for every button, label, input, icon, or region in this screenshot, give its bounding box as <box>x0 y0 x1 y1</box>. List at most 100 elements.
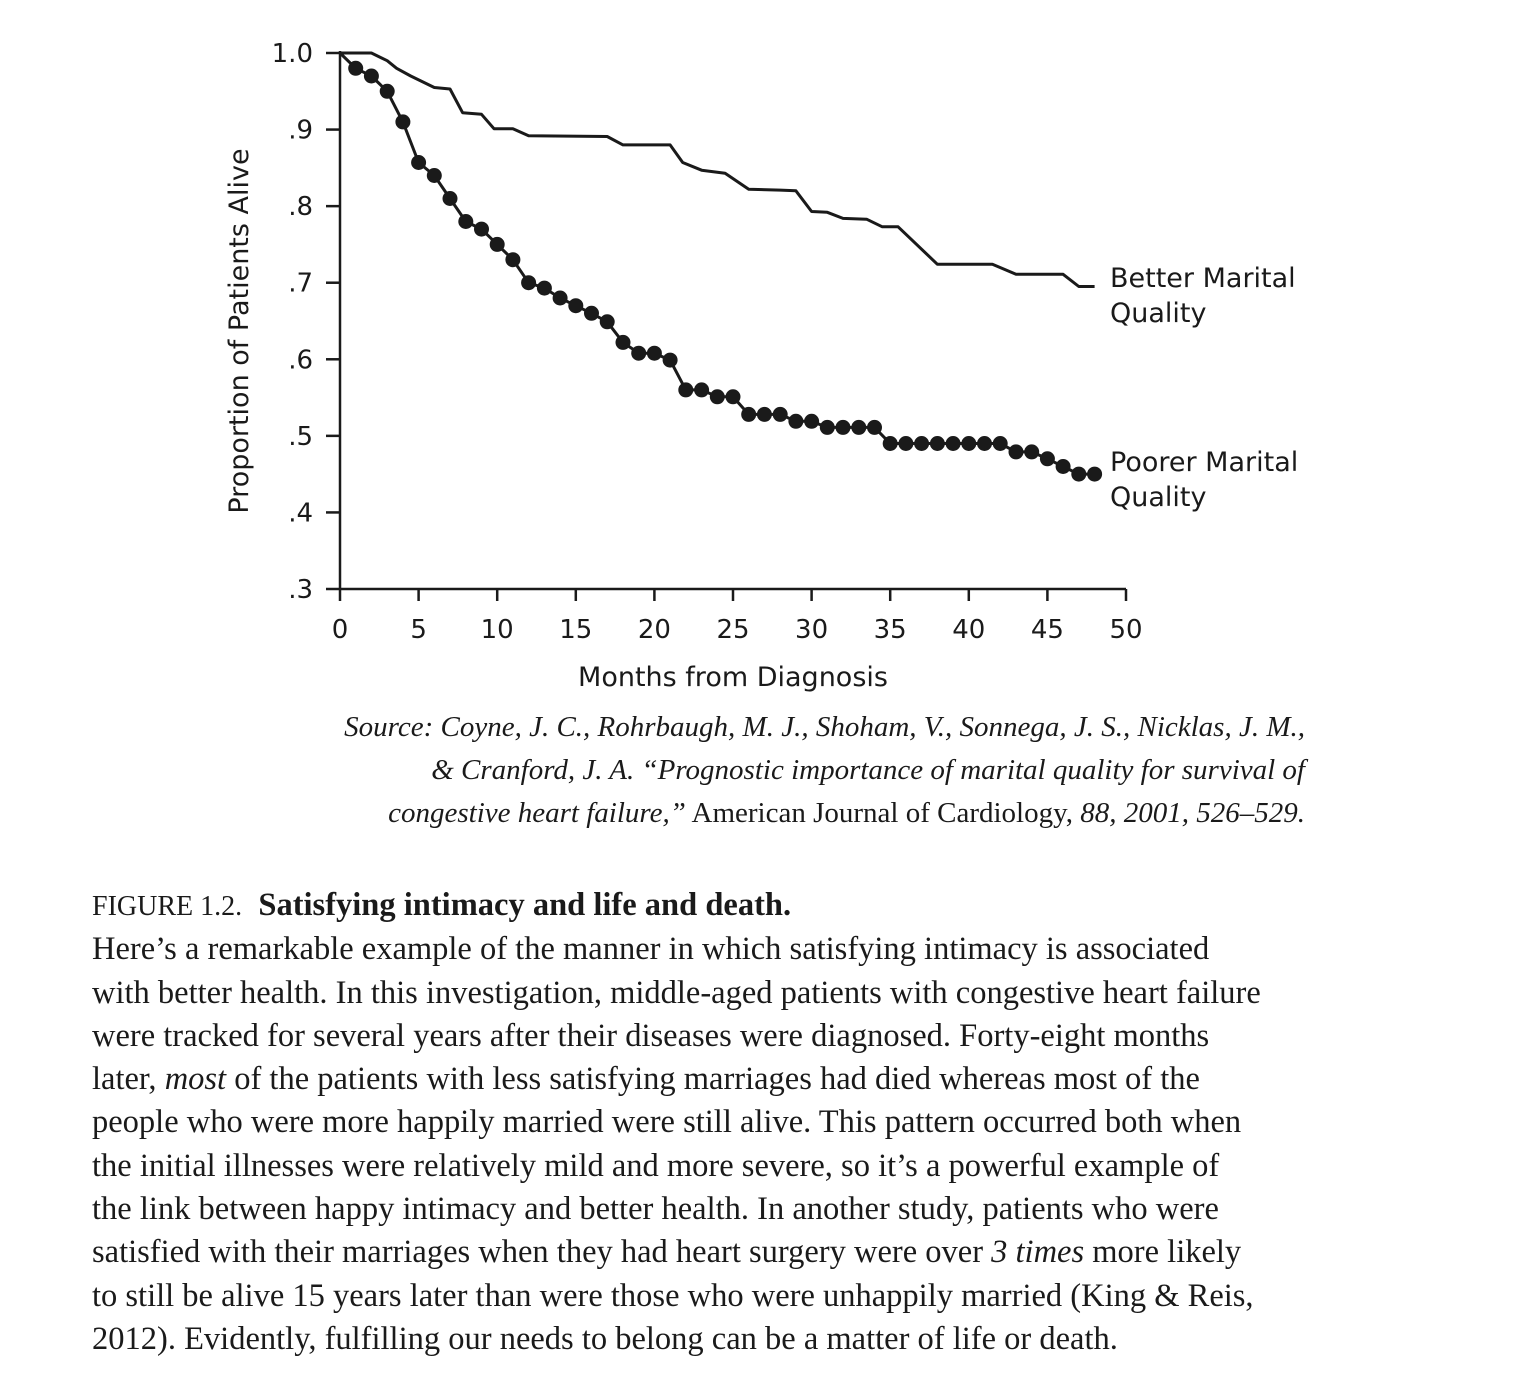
figure-title: Satisfying intimacy and life and death. <box>258 887 792 923</box>
data-point-poorer <box>1008 444 1024 460</box>
data-point-poorer <box>536 280 552 296</box>
x-tick-label: 0 <box>332 615 349 645</box>
series-label-poorer: Quality <box>1110 482 1206 513</box>
data-point-poorer <box>772 406 788 422</box>
x-tick-label: 45 <box>1031 615 1064 645</box>
data-point-poorer <box>867 419 882 435</box>
data-point-poorer <box>646 345 662 361</box>
source-article-title-end: congestive heart failure,” <box>388 797 686 829</box>
x-tick-label: 25 <box>716 615 749 645</box>
x-tick-label: 30 <box>795 615 828 645</box>
data-point-poorer <box>804 413 820 429</box>
data-point-poorer <box>505 252 521 268</box>
data-point-poorer <box>662 352 678 368</box>
data-point-poorer <box>489 236 505 252</box>
source-journal: American Journal of Cardiology, <box>685 797 1081 829</box>
y-tick-label: .8 <box>288 192 313 222</box>
caption-line: people who were more happily married wer… <box>92 1104 1242 1141</box>
data-point-poorer <box>584 305 599 321</box>
x-tick-label: 35 <box>874 615 907 645</box>
data-point-poorer <box>914 436 930 451</box>
x-axis-title: Months from Diagnosis <box>578 662 888 693</box>
y-axis-title: Proportion of Patients Alive <box>224 148 255 513</box>
data-point-poorer <box>1071 466 1087 482</box>
x-tick-label: 15 <box>559 615 592 645</box>
figure-caption: FIGURE 1.2. Satisfying intimacy and life… <box>92 884 1482 1361</box>
x-tick-label: 5 <box>410 615 427 645</box>
data-point-poorer <box>379 83 395 99</box>
caption-text: more likely <box>1084 1234 1242 1271</box>
series-line-better <box>340 51 1095 288</box>
data-point-poorer <box>631 345 647 361</box>
data-point-poorer <box>725 389 741 405</box>
y-tick-label: .7 <box>288 269 313 299</box>
data-point-poorer <box>961 436 977 451</box>
data-point-poorer <box>819 419 835 435</box>
caption-line: the initial illnesses were relatively mi… <box>92 1147 1220 1184</box>
caption-emphasis: most <box>164 1061 227 1098</box>
data-point-poorer <box>882 436 898 451</box>
data-point-poorer <box>474 221 489 237</box>
series-label-better: Better Marital <box>1110 263 1296 294</box>
data-point-poorer <box>599 314 615 330</box>
chart-series <box>338 51 1103 482</box>
y-tick-label: .5 <box>288 422 313 452</box>
data-point-poorer <box>898 436 914 451</box>
data-point-poorer <box>1087 466 1103 482</box>
data-point-poorer <box>348 60 364 76</box>
data-point-poorer <box>395 114 411 130</box>
data-point-poorer <box>694 382 710 398</box>
data-point-poorer <box>851 419 867 435</box>
data-point-poorer <box>568 298 584 314</box>
data-point-poorer <box>709 389 725 405</box>
x-tick-label: 50 <box>1109 615 1142 645</box>
data-point-poorer <box>363 68 379 84</box>
survival-chart: 0 5 10 15 20 25 30 35 40 45 50 .3 .4 .5 .6 .7 .8 .9 1.0 Mon… <box>224 39 1298 693</box>
y-tick-label: .6 <box>288 345 313 375</box>
caption-text: satisfied with their marriages when they… <box>92 1234 992 1271</box>
caption-heading: FIGURE 1.2. Satisfying intimacy and life… <box>92 884 1482 928</box>
caption-line: with better health. In this investigatio… <box>92 974 1261 1011</box>
data-point-poorer <box>741 406 757 422</box>
figure-source: Source: Coyne, J. C., Rohrbaugh, M. J., … <box>200 706 1305 835</box>
data-point-poorer <box>788 413 804 429</box>
data-point-poorer <box>552 290 568 306</box>
caption-line: satisfied with their marriages when they… <box>92 1231 1482 1274</box>
data-point-poorer <box>977 436 992 451</box>
data-point-poorer <box>1055 459 1071 474</box>
caption-line: 2012). Evidently, fulfilling our needs t… <box>92 1320 1118 1357</box>
data-point-poorer <box>615 334 631 350</box>
source-line-1: Source: Coyne, J. C., Rohrbaugh, M. J., … <box>344 711 1305 743</box>
caption-line: the link between happy intimacy and bett… <box>92 1191 1219 1228</box>
data-point-poorer <box>756 406 772 422</box>
caption-emphasis: 3 times <box>991 1234 1085 1271</box>
data-point-poorer <box>1024 444 1040 460</box>
data-point-poorer <box>411 155 427 170</box>
data-point-poorer <box>945 436 961 451</box>
series-label-better: Quality <box>1110 298 1206 329</box>
data-point-poorer <box>1039 451 1055 467</box>
caption-line: were tracked for several years after the… <box>92 1017 1210 1054</box>
y-tick-label: .9 <box>288 116 313 146</box>
caption-line: later, most of the patients with less sa… <box>92 1058 1482 1101</box>
caption-text: later, <box>92 1061 165 1098</box>
data-point-poorer <box>426 168 442 183</box>
y-tick-label: 1.0 <box>272 39 313 69</box>
x-tick-label: 40 <box>952 615 985 645</box>
chart-labels: 0 5 10 15 20 25 30 35 40 45 50 .3 .4 .5 .6 .7 .8 .9 1.0 Mon… <box>224 39 1298 693</box>
caption-line: Here’s a remarkable example of the manne… <box>92 931 1210 968</box>
data-point-poorer <box>929 436 945 451</box>
series-label-poorer: Poorer Marital <box>1110 447 1298 478</box>
data-point-poorer <box>521 275 537 291</box>
x-tick-label: 10 <box>481 615 514 645</box>
y-tick-label: .3 <box>288 575 313 605</box>
y-tick-label: .4 <box>288 498 313 528</box>
source-line-2: & Cranford, J. A. “Prognostic importance… <box>431 754 1305 786</box>
caption-line: to still be alive 15 years later than we… <box>92 1277 1254 1314</box>
source-volume-year-pages: 88, 2001, 526–529. <box>1080 797 1305 829</box>
source-line-3: congestive heart failure,” American Jour… <box>200 792 1305 835</box>
x-tick-label: 20 <box>638 615 671 645</box>
chart-axes <box>326 51 1128 601</box>
data-point-poorer <box>835 419 851 435</box>
data-point-poorer <box>442 191 458 206</box>
